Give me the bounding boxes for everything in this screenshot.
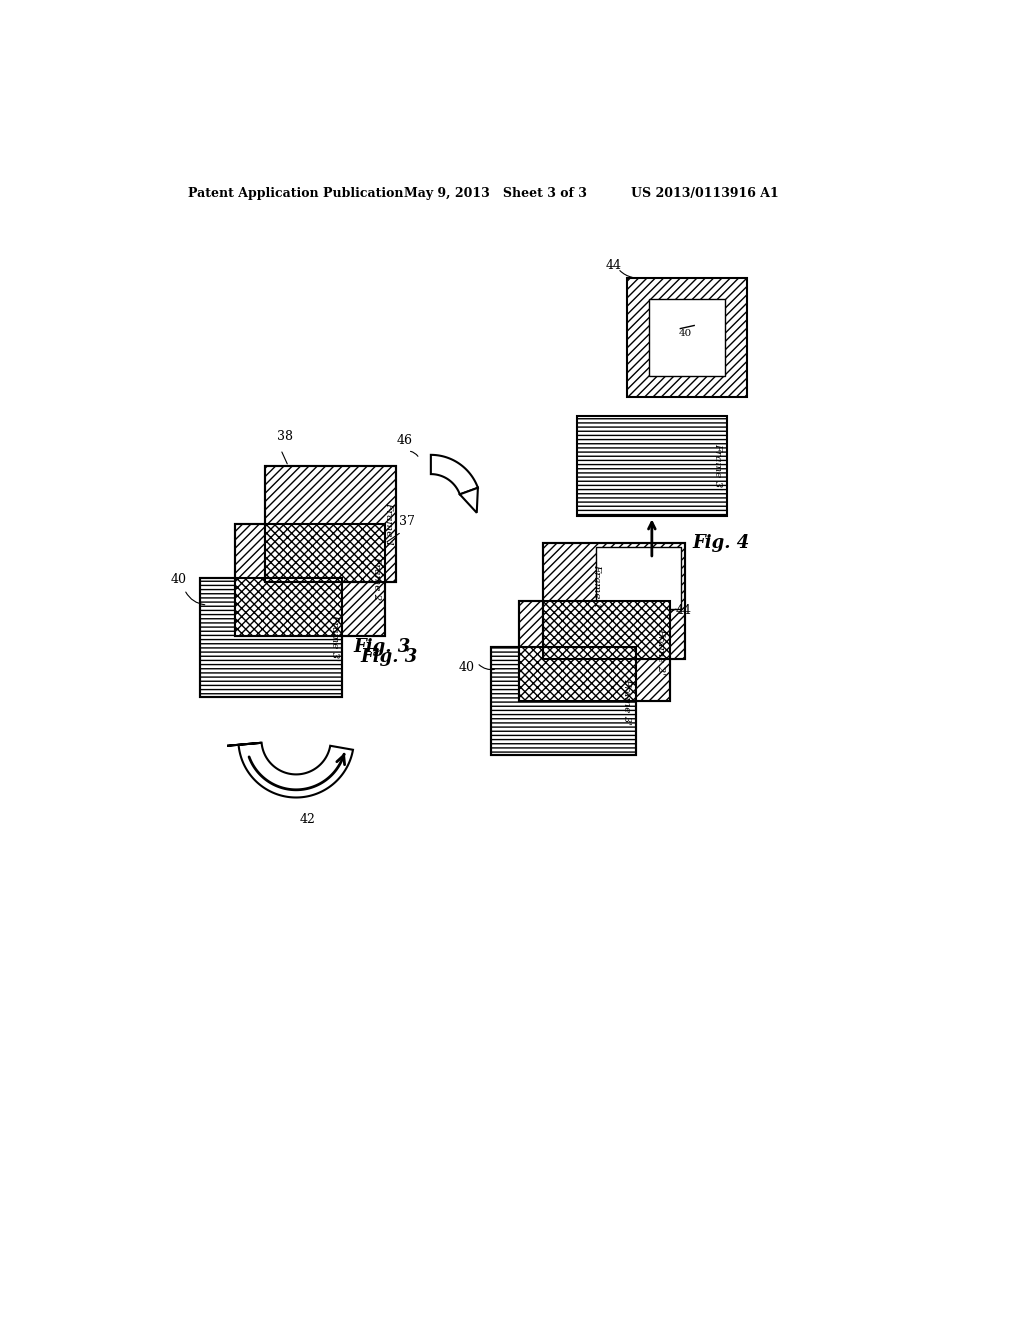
Text: 37: 37 xyxy=(398,515,415,528)
Bar xyxy=(490,647,636,755)
Text: May 9, 2013   Sheet 3 of 3: May 9, 2013 Sheet 3 of 3 xyxy=(403,187,587,199)
Text: Frame 3': Frame 3' xyxy=(330,614,339,661)
Polygon shape xyxy=(431,455,478,495)
Bar xyxy=(234,524,385,636)
Text: Frame 3': Frame 3' xyxy=(622,677,631,725)
Bar xyxy=(265,524,385,582)
Text: 44: 44 xyxy=(605,259,622,272)
Text: Frame 2': Frame 2' xyxy=(655,627,665,675)
Polygon shape xyxy=(239,743,353,797)
Bar xyxy=(519,601,670,701)
Text: Fig. 4: Fig. 4 xyxy=(692,535,750,552)
Bar xyxy=(234,524,385,636)
Bar xyxy=(543,544,685,659)
Text: US 2013/0113916 A1: US 2013/0113916 A1 xyxy=(631,187,779,199)
Bar xyxy=(596,548,681,609)
Text: Fig. 3: Fig. 3 xyxy=(354,639,411,656)
Bar xyxy=(649,300,725,376)
Text: Frame 1: Frame 1 xyxy=(592,564,601,609)
Bar xyxy=(519,647,636,701)
Text: Frame 1: Frame 1 xyxy=(384,502,393,546)
Bar xyxy=(234,578,342,636)
Text: 40: 40 xyxy=(171,573,186,586)
Bar xyxy=(200,578,342,697)
Bar xyxy=(628,277,746,397)
Bar xyxy=(578,416,727,516)
Bar xyxy=(543,601,670,659)
Bar xyxy=(265,466,396,582)
Text: 44: 44 xyxy=(676,603,692,616)
Text: 40: 40 xyxy=(459,661,474,675)
Bar xyxy=(543,544,685,659)
Text: Fig. 3: Fig. 3 xyxy=(360,648,417,667)
Text: Frame 2': Frame 2' xyxy=(373,557,382,603)
Polygon shape xyxy=(227,743,261,746)
Text: 40: 40 xyxy=(679,330,692,338)
Text: 46: 46 xyxy=(396,434,413,447)
Bar xyxy=(519,601,670,701)
Bar xyxy=(490,647,636,755)
Polygon shape xyxy=(460,488,478,512)
Bar xyxy=(200,578,342,697)
Bar xyxy=(265,466,396,582)
Text: Frame 3': Frame 3' xyxy=(714,442,723,490)
Text: 38: 38 xyxy=(276,430,293,444)
Text: Patent Application Publication: Patent Application Publication xyxy=(188,187,403,199)
Text: 42: 42 xyxy=(300,813,315,826)
